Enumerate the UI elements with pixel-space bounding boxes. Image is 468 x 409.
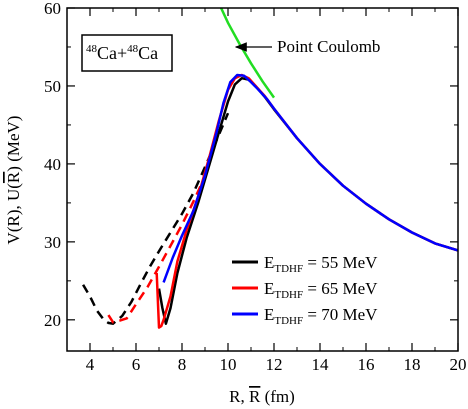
series-layer (82, 8, 458, 329)
system-label-mass1: 48 (86, 43, 98, 55)
system-label-element1: Ca (97, 43, 117, 63)
legend-label-1: ETDHF = 65 MeV (264, 279, 378, 301)
system-label-box: 48Ca+48Ca (81, 34, 173, 72)
legend: ETDHF = 55 MeV ETDHF = 65 MeV ETDHF = 70 M… (232, 253, 378, 327)
series-dashed-0 (82, 112, 230, 326)
y-tick-label: 50 (44, 77, 61, 96)
y-tick-label: 60 (44, 0, 61, 18)
x-tick-label: 14 (312, 355, 330, 374)
y-axis-title-overlined: R (4, 171, 23, 183)
x-tick-label: 8 (178, 355, 187, 374)
series-line-2 (162, 73, 458, 283)
svg-text:48Ca+48Ca: 48Ca+48Ca (86, 43, 158, 63)
x-axis-title-overlined: R (249, 387, 261, 406)
x-tick-label: 6 (132, 355, 141, 374)
series-dashed-1 (107, 175, 207, 324)
legend-label-2: ETDHF = 70 MeV (264, 305, 378, 327)
x-tick-label: 12 (266, 355, 283, 374)
system-label-plus: + (117, 43, 127, 63)
y-tick-label: 20 (44, 311, 61, 330)
system-label-element2: Ca (138, 43, 158, 63)
ticks-layer: 4 6 8 10 12 14 16 18 20 20 30 40 50 60 (44, 0, 467, 374)
x-tick-label: 20 (450, 355, 467, 374)
annotation-text: Point Coulomb (277, 37, 380, 56)
x-axis-title: R, R (fm) (229, 387, 295, 406)
legend-label-0: ETDHF = 55 MeV (264, 253, 378, 275)
y-axis-title: V(R), U(R) (MeV) (4, 116, 23, 245)
x-tick-label: 16 (358, 355, 375, 374)
y-tick-label: 40 (44, 155, 61, 174)
plot-frame (66, 7, 459, 352)
series-line-point-coulomb (219, 8, 276, 99)
x-tick-label: 10 (220, 355, 237, 374)
system-label-mass2: 48 (127, 43, 139, 55)
annotation: Point Coulomb (234, 37, 380, 56)
y-tick-label: 30 (44, 233, 61, 252)
x-tick-label: 18 (404, 355, 421, 374)
x-tick-label: 4 (86, 355, 95, 374)
